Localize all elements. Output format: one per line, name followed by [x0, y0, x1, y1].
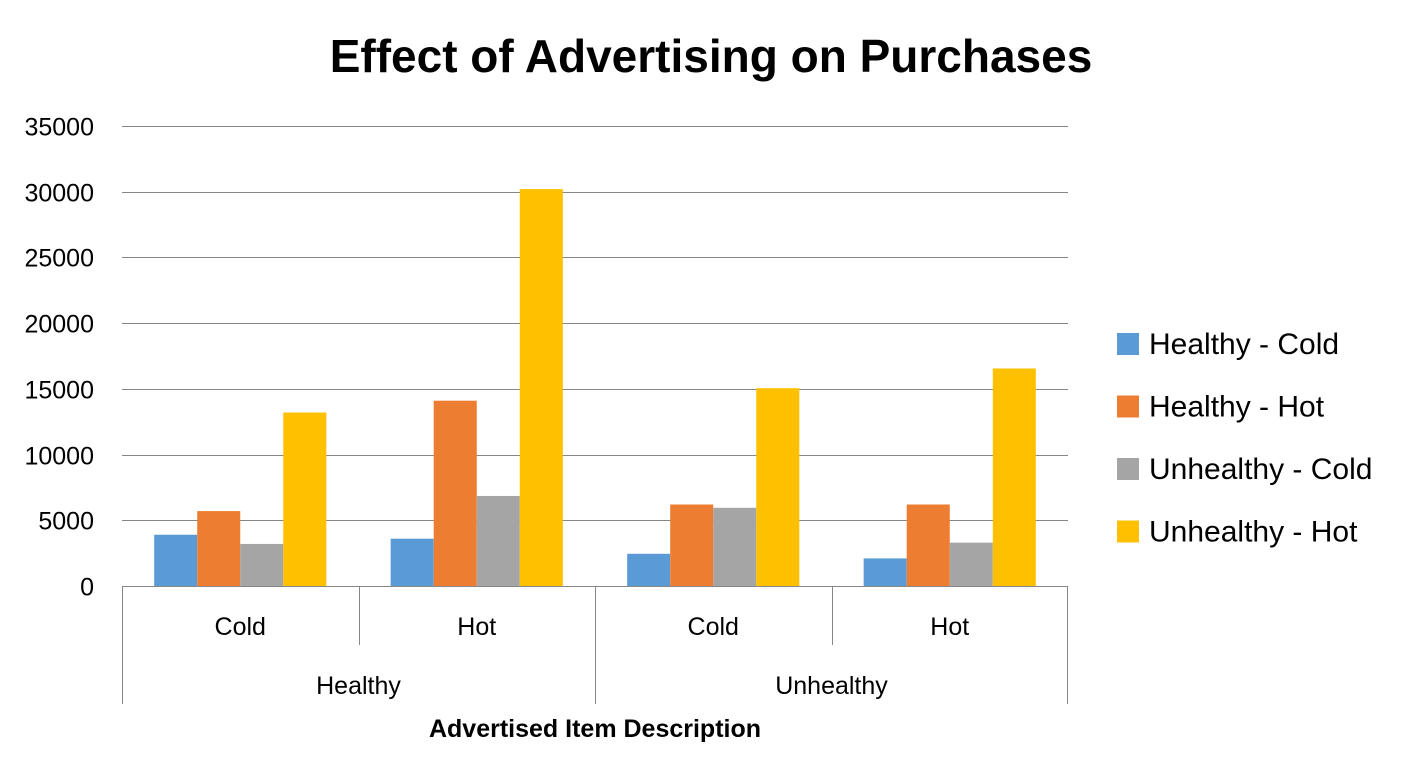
bar: [154, 534, 198, 586]
y-tick-label: 30000: [24, 180, 94, 208]
x-group-label: Unhealthy: [775, 672, 888, 700]
legend-swatch: [1117, 333, 1139, 355]
x-tick-label: Hot: [930, 613, 969, 641]
y-tick-label: 5000: [38, 508, 94, 536]
y-tick-label: 0: [80, 574, 94, 602]
x-tick-label: Cold: [688, 613, 739, 641]
x-tick-label: Cold: [215, 613, 266, 641]
legend-label: Unhealthy - Hot: [1149, 516, 1358, 549]
bar: [476, 495, 520, 586]
bar: [863, 558, 907, 586]
bar: [390, 538, 434, 586]
x-axis: Cold Hot Healthy Cold Hot Unhealthy: [122, 586, 1068, 704]
y-tick-label: 20000: [24, 311, 94, 339]
bar: [670, 504, 714, 586]
legend-swatch: [1117, 520, 1139, 543]
bar: [713, 507, 757, 586]
legend-swatch: [1117, 395, 1139, 418]
y-axis-ticks: 0 5000 10000 15000 20000 25000 30000 35000: [24, 114, 94, 602]
bar: [906, 504, 950, 586]
bar: [756, 388, 800, 586]
y-tick-label: 35000: [24, 114, 94, 142]
y-tick-label: 10000: [24, 443, 94, 471]
legend: Healthy - Cold Healthy - Hot Unhealthy - C…: [1117, 328, 1372, 549]
bar: [433, 400, 477, 586]
bar: [240, 543, 284, 586]
legend-label: Unhealthy - Cold: [1149, 453, 1372, 486]
bars: [154, 189, 1036, 586]
chart-title: Effect of Advertising on Purchases: [330, 30, 1093, 82]
y-tick-label: 15000: [24, 377, 94, 405]
bar: [992, 368, 1036, 586]
legend-label: Healthy - Hot: [1149, 391, 1325, 424]
x-axis-title: Advertised Item Description: [429, 715, 761, 743]
bar: [627, 553, 671, 586]
y-tick-label: 25000: [24, 245, 94, 273]
bar: [519, 189, 563, 586]
bar: [283, 412, 327, 586]
grid-layer: [122, 126, 1068, 521]
bar: [949, 542, 993, 586]
x-group-label: Healthy: [316, 672, 401, 700]
x-tick-label: Hot: [457, 613, 496, 641]
bar: [197, 511, 241, 586]
legend-swatch: [1117, 458, 1139, 480]
legend-label: Healthy - Cold: [1149, 328, 1339, 361]
